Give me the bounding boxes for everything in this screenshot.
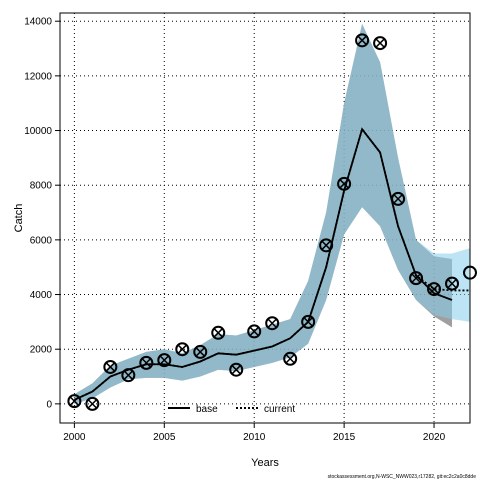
x-tick-label: 2015 bbox=[333, 432, 356, 443]
observation-circle bbox=[319, 238, 334, 253]
observation-circle bbox=[85, 396, 100, 411]
observation-cross bbox=[339, 179, 349, 189]
observation-circle bbox=[229, 362, 244, 377]
observation-cross bbox=[213, 328, 223, 338]
x-tick-label: 2000 bbox=[63, 432, 86, 443]
y-axis-ticks: 0 2000 4000 6000 8000 10000 12000 14000 bbox=[24, 17, 60, 410]
observation-circle bbox=[337, 176, 352, 191]
plot-frame bbox=[59, 12, 471, 424]
observation-circle bbox=[193, 344, 208, 359]
observation-circle bbox=[391, 191, 406, 206]
y-tick-label: 2000 bbox=[30, 345, 53, 356]
y-tick-label: 0 bbox=[46, 399, 52, 410]
observation-circle bbox=[445, 276, 460, 291]
observation-cross bbox=[69, 396, 79, 406]
observation-cross bbox=[357, 35, 367, 45]
observation-cross bbox=[303, 317, 313, 327]
observation-cross bbox=[87, 399, 97, 409]
confidence-bands bbox=[74, 23, 471, 404]
observation-circle bbox=[283, 351, 298, 366]
observation-cross bbox=[177, 344, 187, 354]
observation-circle bbox=[355, 33, 370, 48]
observation-circle bbox=[373, 36, 388, 51]
y-tick-label: 6000 bbox=[30, 235, 53, 246]
footer-credit: stockassessment.org,N-WSC_NWW023,r17282,… bbox=[328, 474, 477, 480]
observation-circle bbox=[247, 324, 262, 339]
observation-circle bbox=[175, 342, 190, 357]
observation-cross bbox=[285, 354, 295, 364]
y-axis-title: Catch bbox=[13, 204, 25, 233]
y-tick-label: 10000 bbox=[24, 126, 52, 137]
x-axis-ticks: 2000 2005 2010 2015 2020 bbox=[63, 423, 446, 443]
x-axis-title: Years bbox=[251, 457, 279, 469]
observation-cross bbox=[249, 326, 259, 336]
observation-cross bbox=[429, 284, 439, 294]
x-tick-label: 2005 bbox=[153, 432, 176, 443]
observation-cross bbox=[447, 279, 457, 289]
observation-cross bbox=[411, 273, 421, 283]
y-tick-label: 8000 bbox=[30, 181, 53, 192]
legend-label-base: base bbox=[196, 404, 218, 415]
legend-label-current: current bbox=[264, 404, 295, 415]
observation-circle bbox=[103, 359, 118, 374]
observation-circle bbox=[427, 282, 442, 297]
y-tick-label: 12000 bbox=[24, 71, 52, 82]
x-tick-label: 2020 bbox=[423, 432, 446, 443]
observation-circle bbox=[121, 368, 136, 383]
observation-circle bbox=[139, 355, 154, 370]
observation-circle bbox=[67, 394, 82, 409]
observation-cross bbox=[159, 355, 169, 365]
observation-cross bbox=[141, 358, 151, 368]
observation-circle bbox=[409, 271, 424, 286]
observation-markers bbox=[67, 33, 477, 411]
observation-cross bbox=[267, 318, 277, 328]
observation-cross bbox=[195, 347, 205, 357]
observation-cross bbox=[231, 365, 241, 375]
observation-cross bbox=[105, 362, 115, 372]
x-tick-label: 2010 bbox=[243, 432, 266, 443]
observation-cross bbox=[321, 240, 331, 250]
observation-cross bbox=[123, 370, 133, 380]
legend: base current bbox=[168, 404, 295, 415]
observation-circle bbox=[211, 325, 226, 340]
observation-circle bbox=[301, 314, 316, 329]
y-tick-label: 4000 bbox=[30, 290, 53, 301]
y-tick-label: 14000 bbox=[24, 17, 52, 28]
observation-cross bbox=[393, 194, 403, 204]
observation-cross bbox=[375, 38, 385, 48]
observation-circle bbox=[265, 316, 280, 331]
band-current bbox=[74, 23, 471, 404]
series-lines bbox=[74, 127, 470, 401]
observation-circle bbox=[157, 353, 172, 368]
